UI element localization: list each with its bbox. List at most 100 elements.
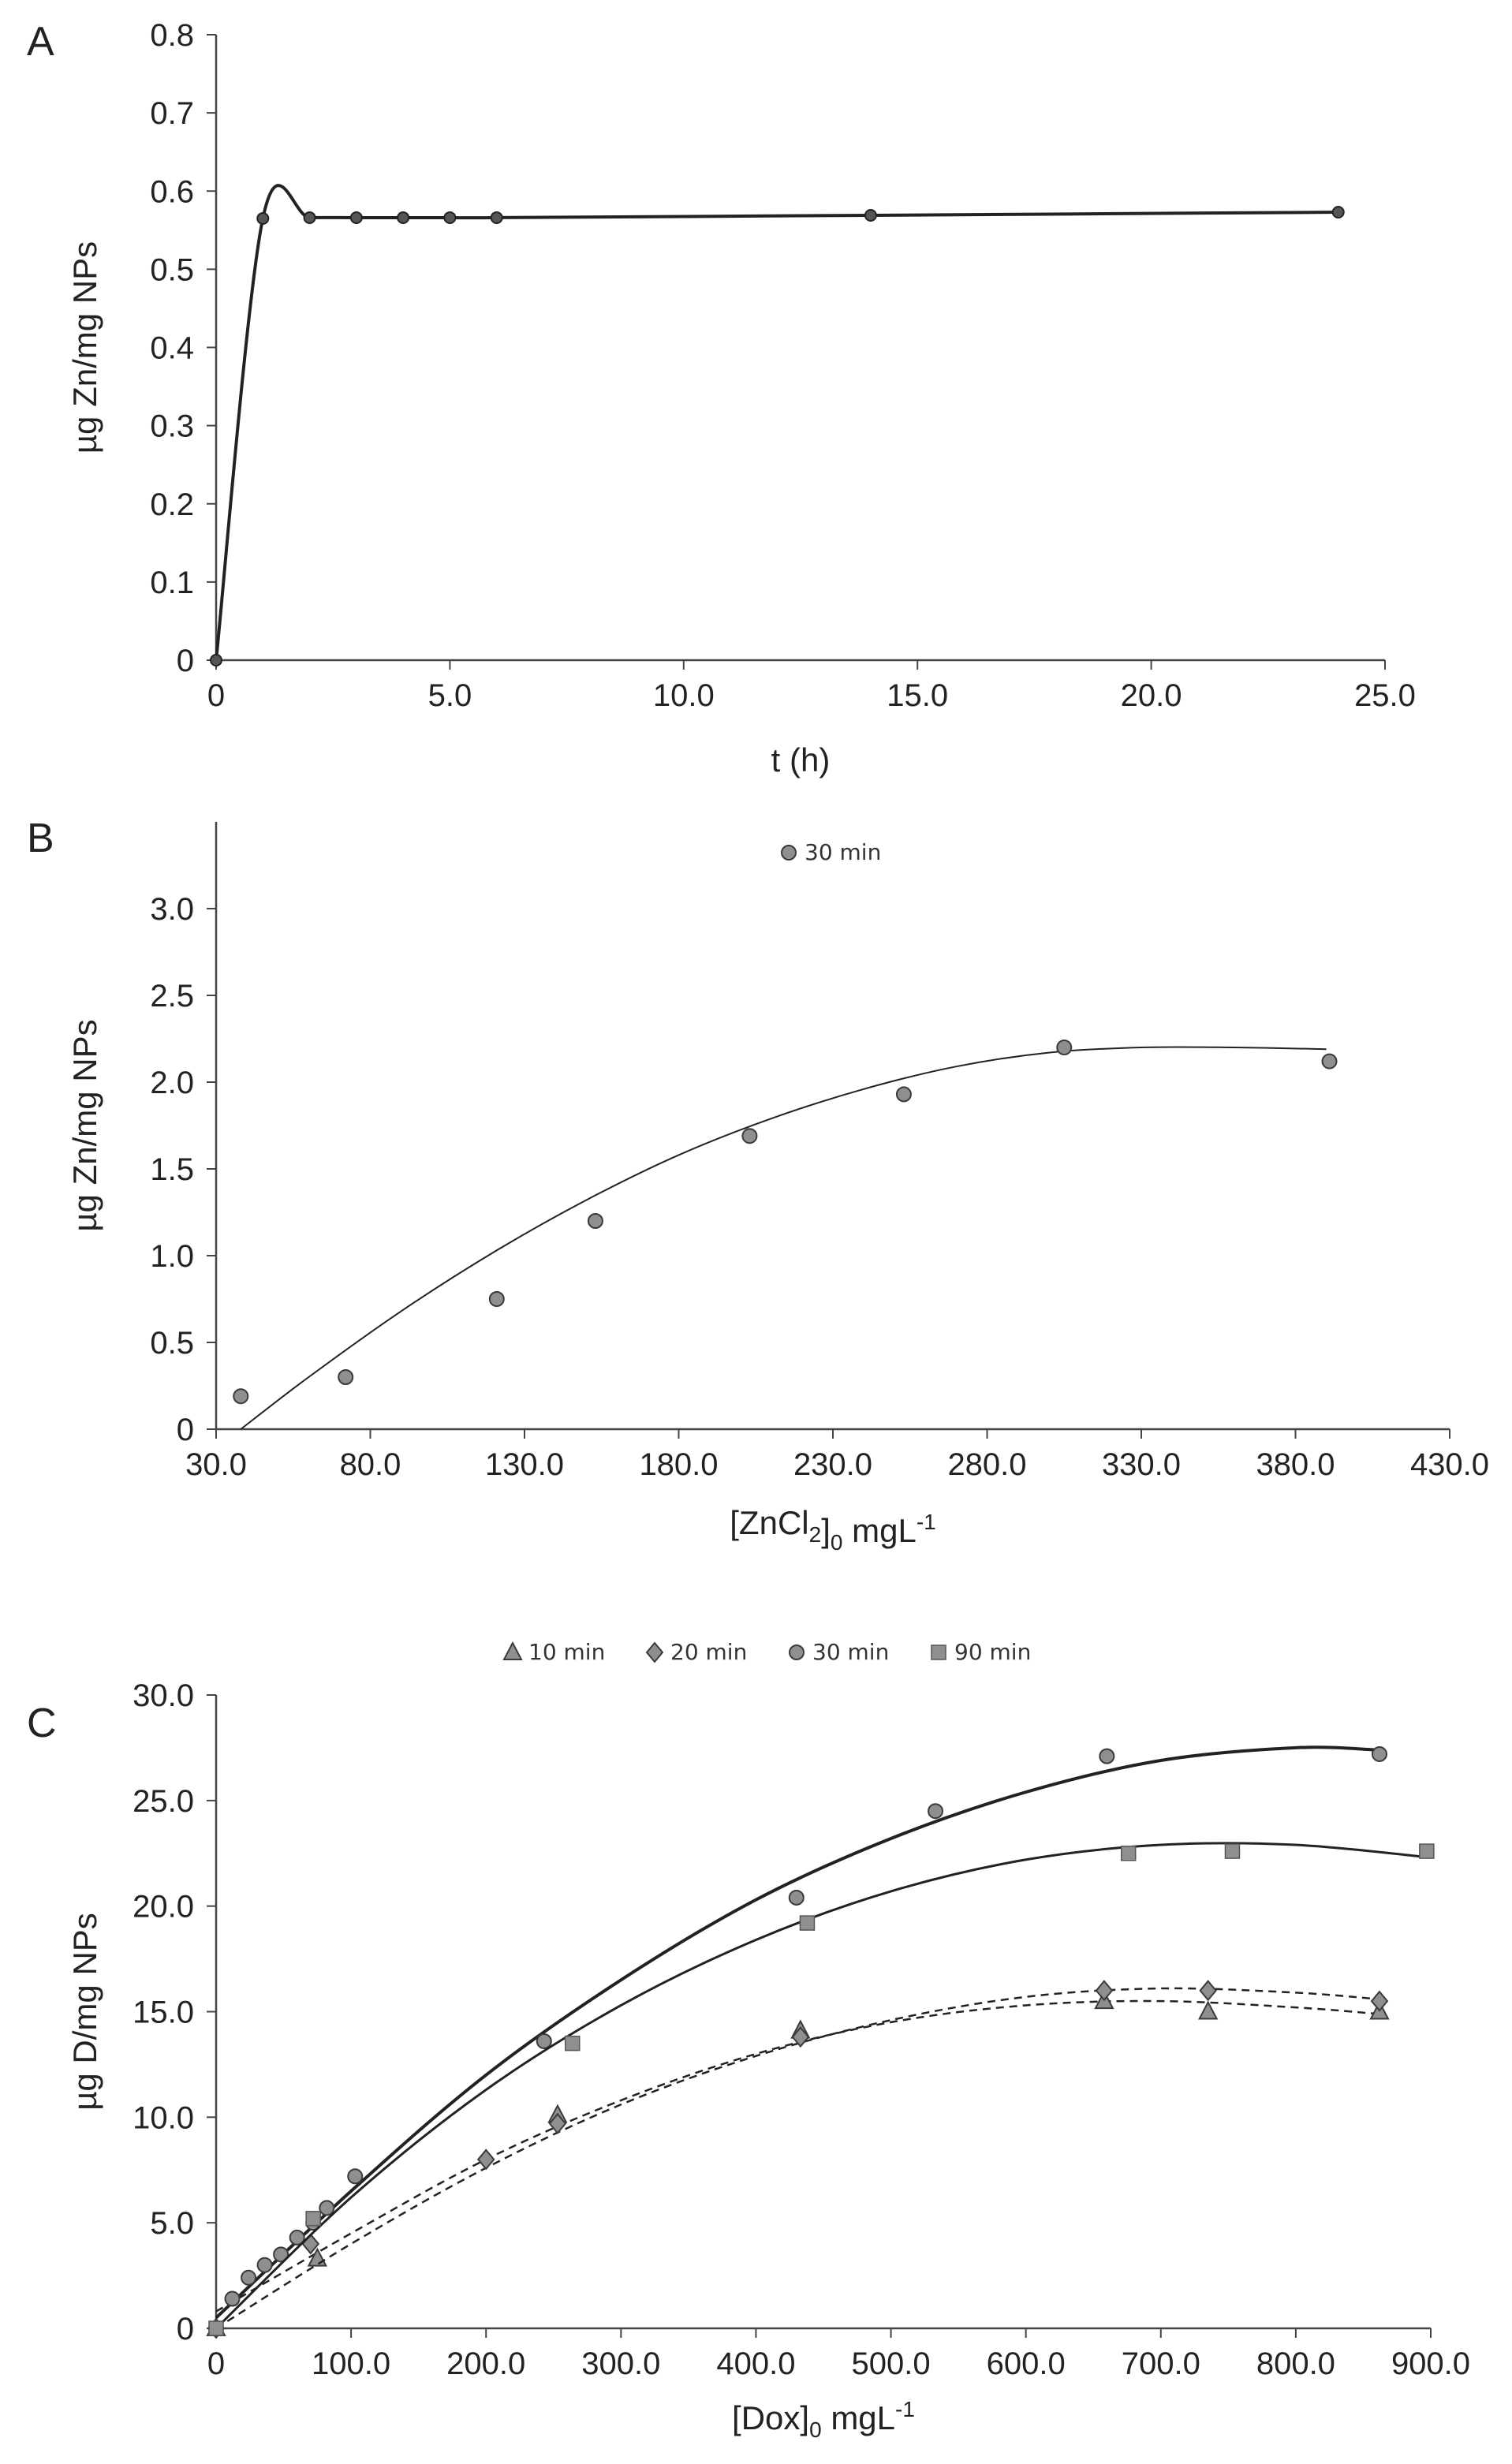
- y-tick-label: 3.0: [150, 892, 194, 927]
- data-point: [864, 208, 877, 222]
- series-series: [210, 184, 1345, 666]
- data-point: [256, 211, 270, 225]
- x-tick-label: 230.0: [793, 1447, 872, 1482]
- data-point: [347, 2168, 364, 2185]
- data-point: [799, 1915, 816, 1931]
- trend-line: [240, 1046, 1327, 1430]
- data-point: [233, 1388, 249, 1405]
- x-tick-label: 900.0: [1391, 2346, 1470, 2381]
- y-tick-label: 0.2: [150, 487, 194, 522]
- x-tick-label: 80.0: [340, 1447, 401, 1482]
- legend-marker: [645, 1641, 664, 1663]
- y-tick-label: 0: [177, 644, 194, 678]
- x-tick-label: 400.0: [716, 2346, 795, 2381]
- legend-marker: [931, 1645, 946, 1660]
- x-tick-label: 280.0: [947, 1447, 1026, 1482]
- trend-line: [215, 1842, 1432, 2330]
- y-tick-label: 1.5: [150, 1152, 194, 1187]
- axis-title-part: 2: [809, 1522, 822, 1547]
- axis-title-part: 0: [831, 1530, 843, 1555]
- axis-title-part: ]: [800, 2399, 809, 2436]
- axis-title-part: mgL: [822, 2399, 895, 2436]
- x-tick-label: 700.0: [1122, 2346, 1200, 2381]
- y-tick-label: 0.7: [150, 96, 194, 131]
- data-point: [928, 1803, 944, 1820]
- x-axis-title: t (h): [771, 741, 831, 778]
- axis-title-part: [Dox: [732, 2399, 800, 2436]
- y-tick-label: 25.0: [133, 1784, 194, 1819]
- data-point: [241, 2269, 257, 2286]
- x-tick-label: 0: [207, 678, 225, 713]
- legend-label: 90 min: [954, 1639, 1031, 1665]
- y-tick-label: 0.8: [150, 18, 194, 53]
- panel-letter: C: [27, 1701, 57, 1746]
- y-tick-label: 15.0: [133, 1995, 194, 2030]
- x-tick-label: 100.0: [312, 2346, 390, 2381]
- data-point: [319, 2200, 335, 2216]
- data-point: [1095, 1980, 1114, 2002]
- x-tick-label: 10.0: [653, 678, 715, 713]
- data-point: [443, 211, 457, 224]
- y-tick-label: 30.0: [133, 1678, 194, 1713]
- y-axis-title: µg Zn/mg NPs: [66, 241, 103, 454]
- data-point: [548, 2112, 567, 2134]
- y-tick-label: 2.0: [150, 1066, 194, 1100]
- data-point: [1198, 2000, 1219, 2020]
- legend: 10 min 20 min 30 min 90 min: [502, 1639, 1031, 1665]
- data-point: [349, 211, 363, 224]
- panel-letter: A: [27, 19, 54, 65]
- data-point: [224, 2290, 241, 2307]
- data-point: [397, 211, 410, 224]
- x-tick-label: 200.0: [446, 2346, 525, 2381]
- data-point: [536, 2033, 552, 2049]
- y-tick-label: 1.0: [150, 1239, 194, 1274]
- data-point: [256, 2257, 273, 2273]
- data-point: [587, 1213, 603, 1229]
- legend-label: 30 min: [805, 839, 881, 865]
- data-point: [1099, 1748, 1115, 1764]
- x-tick-label: 0: [207, 2346, 225, 2381]
- data-point: [895, 1086, 912, 1103]
- legend-label: 20 min: [670, 1639, 747, 1665]
- y-tick-label: 0: [177, 1413, 194, 1447]
- series-90-min: [208, 1842, 1435, 2336]
- data-point: [208, 2320, 224, 2336]
- x-tick-label: 500.0: [852, 2346, 931, 2381]
- data-point: [210, 654, 222, 666]
- x-tick-label: 800.0: [1256, 2346, 1335, 2381]
- x-tick-label: 30.0: [185, 1447, 247, 1482]
- x-tick-label: 330.0: [1102, 1447, 1181, 1482]
- y-tick-label: 0.5: [150, 1326, 194, 1361]
- data-point: [273, 2246, 289, 2263]
- y-tick-label: 0.1: [150, 566, 194, 600]
- x-axis-title: [ZnCl2]0 mgL-1: [730, 1504, 935, 1555]
- x-tick-label: 5.0: [428, 678, 472, 713]
- y-tick-label: 5.0: [150, 2206, 194, 2241]
- data-point: [305, 2211, 321, 2227]
- data-point: [488, 1291, 505, 1307]
- data-point: [303, 211, 316, 224]
- x-tick-label: 180.0: [639, 1447, 718, 1482]
- y-tick-label: 20.0: [133, 1890, 194, 1925]
- series-30-min: [233, 1040, 1338, 1430]
- data-point: [1120, 1846, 1137, 1861]
- data-point: [741, 1128, 758, 1144]
- y-tick-label: 0.3: [150, 409, 194, 444]
- axis-title-part: [ZnCl: [730, 1504, 808, 1541]
- legend: 30 min: [781, 839, 881, 865]
- trend-line: [215, 1745, 1377, 2320]
- y-tick-label: 0: [177, 2312, 194, 2346]
- data-point: [1371, 1745, 1387, 1762]
- data-point: [1370, 1990, 1389, 2012]
- data-point: [788, 1889, 805, 1906]
- y-tick-label: 0.5: [150, 252, 194, 287]
- y-axis-title: µg Zn/mg NPs: [66, 1019, 103, 1231]
- series-30-min: [208, 1745, 1387, 2336]
- chart-panel-c: C 0 100.0 200.0 300.0 400.0 500.0 600.0 700.0 800…: [27, 1639, 1470, 2442]
- data-point: [490, 211, 503, 224]
- axis-title-part: ]: [821, 1512, 831, 1549]
- legend-label: 10 min: [528, 1639, 605, 1665]
- x-tick-label: 430.0: [1410, 1447, 1489, 1482]
